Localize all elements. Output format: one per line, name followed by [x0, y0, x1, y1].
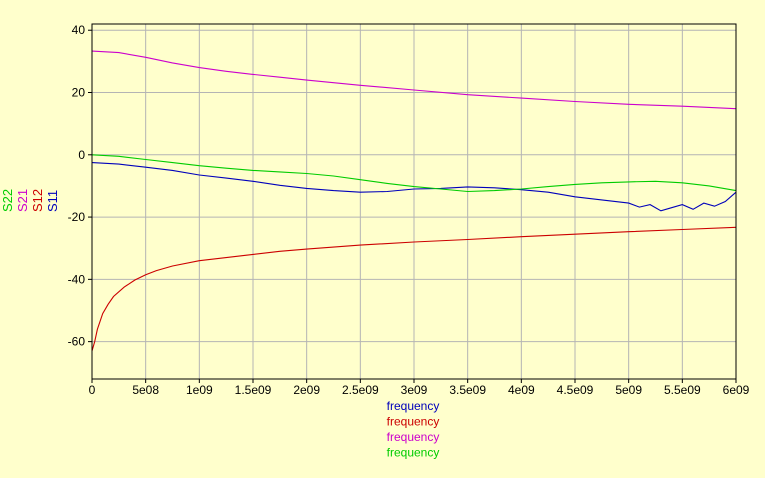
x-axis-label: frequency — [387, 399, 440, 413]
grid — [92, 24, 736, 379]
x-tick-label: 5e09 — [615, 383, 642, 397]
series-lines — [91, 50, 737, 352]
x-tick-label: 2.5e09 — [342, 383, 379, 397]
series-line-s21 — [91, 50, 737, 110]
y-tick-label: -60 — [68, 335, 86, 349]
legend-entry-s21: S21 — [15, 189, 30, 212]
series-line-s11 — [91, 162, 737, 212]
x-tick-label: 4.5e09 — [557, 383, 594, 397]
x-axis-label: frequency — [387, 446, 440, 460]
x-tick-label: 1e09 — [186, 383, 213, 397]
x-tick-label: 5.5e09 — [664, 383, 701, 397]
x-tick-label: 3e09 — [401, 383, 428, 397]
legend-entry-s12: S12 — [30, 189, 45, 212]
x-tick-label: 0 — [89, 383, 96, 397]
x-tick-label: 1.5e09 — [235, 383, 272, 397]
y-tick-label: -20 — [68, 210, 86, 224]
y-tick-label: 0 — [78, 148, 85, 162]
x-tick-label: 3.5e09 — [449, 383, 486, 397]
axis-ticks: 0 5e08 1e09 1.5e09 2e09 2.5e09 3e09 3.5e09 4e09 4… — [68, 23, 750, 397]
y-tick-label: 20 — [72, 86, 86, 100]
legend-entry-s22: S22 — [0, 189, 15, 212]
y-tick-label: -40 — [68, 272, 86, 286]
x-axis-label: frequency — [387, 415, 440, 429]
legend-entry-s11: S11 — [45, 190, 60, 212]
x-tick-label: 2e09 — [293, 383, 320, 397]
x-axis-label: frequency — [387, 430, 440, 444]
x-tick-label: 4e09 — [508, 383, 535, 397]
x-tick-label: 5e08 — [132, 383, 159, 397]
legend: S22 S21 S12 S11 — [0, 189, 60, 212]
x-tick-label: 6e09 — [723, 383, 750, 397]
series-line-s12 — [91, 226, 737, 352]
series-line-s22 — [91, 154, 737, 193]
y-tick-label: 40 — [72, 23, 86, 37]
